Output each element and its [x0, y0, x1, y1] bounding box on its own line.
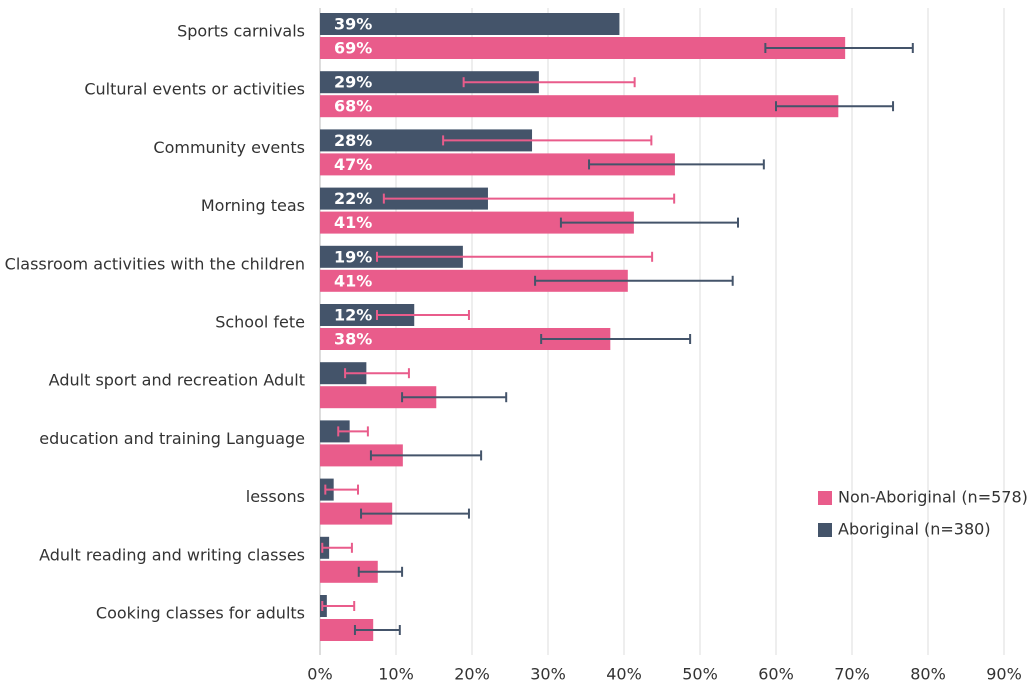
bar [320, 502, 393, 525]
value-label: 19% [334, 247, 372, 266]
x-tick-label: 40% [606, 665, 642, 684]
bar [320, 211, 634, 234]
bar [320, 560, 378, 583]
x-tick-label: 70% [834, 665, 870, 684]
legend-swatch [818, 523, 832, 537]
bar [320, 13, 620, 35]
bar [320, 444, 403, 467]
category-label: Adult reading and writing classes [39, 545, 305, 564]
x-tick-label: 50% [682, 665, 718, 684]
category-label: Sports carnivals [177, 22, 305, 41]
legend-swatch [818, 491, 832, 505]
legend-label: Non-Aboriginal (n=578) [838, 488, 1028, 507]
bar [320, 37, 846, 59]
bar [320, 71, 539, 94]
bar [320, 95, 839, 118]
bar [320, 153, 675, 176]
value-label: 28% [334, 131, 372, 150]
x-tick-label: 60% [758, 665, 794, 684]
category-label: Morning teas [201, 196, 305, 215]
bar [320, 328, 611, 350]
bar [320, 386, 437, 409]
value-label: 69% [334, 39, 372, 58]
x-tick-label: 90% [986, 665, 1022, 684]
category-label: education and training Language [39, 429, 305, 448]
x-tick-label: 30% [530, 665, 566, 684]
category-label: Adult sport and recreation Adult [49, 371, 305, 390]
bar [320, 362, 367, 385]
value-label: 22% [334, 189, 372, 208]
category-label: Community events [153, 138, 305, 157]
value-label: 29% [334, 73, 372, 92]
bar [320, 420, 350, 443]
x-tick-label: 80% [910, 665, 946, 684]
value-label: 38% [334, 330, 372, 349]
value-label: 12% [334, 306, 372, 325]
value-label: 39% [334, 15, 372, 34]
bar [320, 619, 374, 641]
category-label: Classroom activities with the children [5, 254, 305, 273]
x-tick-label: 20% [454, 665, 490, 684]
legend-label: Aboriginal (n=380) [838, 520, 991, 539]
value-label: 68% [334, 97, 372, 116]
bar [320, 304, 415, 326]
category-label: Cooking classes for adults [96, 604, 305, 623]
value-label: 41% [334, 213, 372, 232]
category-label: lessons [246, 487, 305, 506]
value-label: 47% [334, 155, 372, 174]
bar [320, 269, 628, 292]
value-label: 41% [334, 271, 372, 290]
category-label: Cultural events or activities [84, 80, 305, 99]
category-label: School fete [215, 313, 305, 332]
x-tick-label: 10% [378, 665, 414, 684]
x-tick-label: 0% [307, 665, 332, 684]
bar [320, 129, 533, 152]
